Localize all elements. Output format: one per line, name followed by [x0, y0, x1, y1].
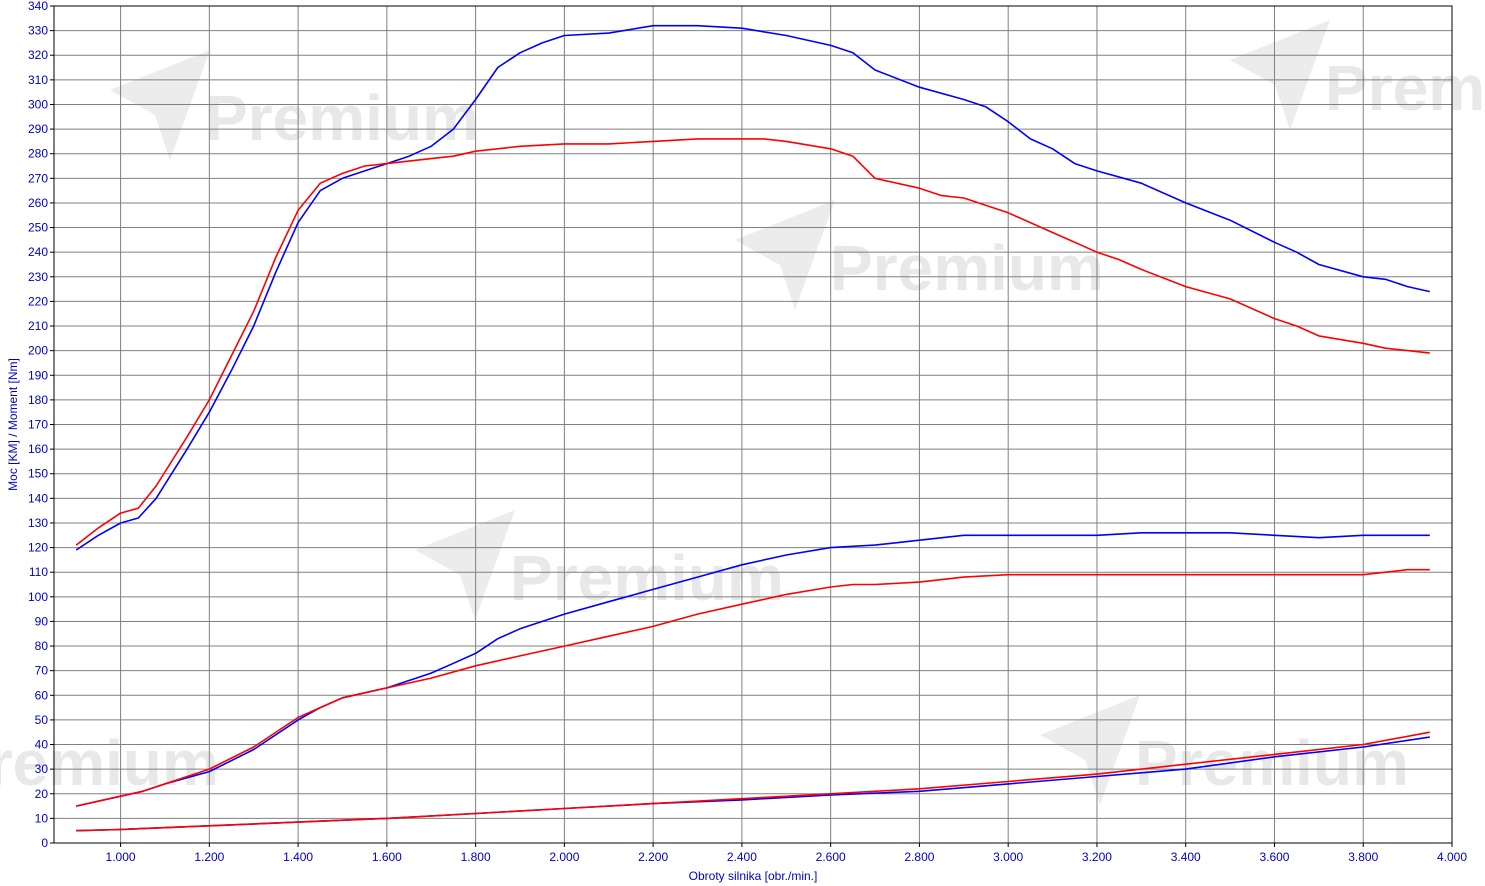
y-tick-label: 100	[28, 590, 48, 604]
y-tick-label: 80	[35, 639, 49, 653]
watermark: Premium	[110, 50, 479, 160]
x-tick-label: 1.200	[194, 850, 224, 864]
y-tick-label: 340	[28, 0, 48, 13]
y-tick-label: 90	[35, 614, 49, 628]
y-tick-label: 220	[28, 294, 48, 308]
watermark-text: Premium	[0, 727, 219, 799]
watermark: Premium	[1040, 695, 1409, 805]
triangle-logo-icon	[110, 50, 210, 160]
y-tick-label: 140	[28, 491, 48, 505]
y-tick-label: 10	[35, 811, 49, 825]
triangle-logo-icon	[1230, 20, 1330, 130]
watermark-text: Premium	[830, 232, 1104, 304]
x-tick-label: 2.400	[727, 850, 757, 864]
series-line-1	[75, 24, 1430, 551]
watermark: Premium	[0, 727, 219, 799]
y-tick-label: 190	[28, 368, 48, 382]
y-tick-label: 270	[28, 171, 48, 185]
series-line-4	[76, 568, 1430, 807]
watermark-text: Premium	[510, 542, 784, 614]
x-tick-label: 3.000	[993, 850, 1023, 864]
x-tick-label: 2.200	[638, 850, 668, 864]
x-tick-label: 3.600	[1259, 850, 1289, 864]
x-tick-label: 1.000	[106, 850, 136, 864]
y-tick-label: 280	[28, 147, 48, 161]
y-tick-label: 130	[28, 516, 48, 530]
y-tick-label: 240	[28, 245, 48, 259]
triangle-logo-icon	[1040, 695, 1140, 805]
y-tick-label: 60	[35, 688, 49, 702]
x-tick-label: 1.600	[372, 850, 402, 864]
y-tick-label: 150	[28, 467, 48, 481]
x-tick-label: 2.800	[904, 850, 934, 864]
series-layer	[75, 24, 1430, 832]
y-axis-title: Moc [KM] / Moment [Nm]	[6, 358, 20, 491]
grid-layer	[53, 5, 1453, 844]
watermark-text: Premium	[1135, 727, 1409, 799]
watermark-layer: Premium Premium Premium Premium Premium Premi…	[0, 20, 1485, 805]
y-tick-label: 260	[28, 196, 48, 210]
y-tick-label: 250	[28, 221, 48, 235]
y-tick-label: 200	[28, 344, 48, 358]
x-tick-label: 3.800	[1348, 850, 1378, 864]
y-tick-label: 50	[35, 713, 49, 727]
x-tick-label: 2.600	[816, 850, 846, 864]
y-tick-label: 210	[28, 319, 48, 333]
x-tick-label: 4.000	[1437, 850, 1467, 864]
x-tick-label: 3.200	[1082, 850, 1112, 864]
series-line-2	[75, 138, 1430, 546]
y-tick-label: 0	[41, 836, 48, 850]
y-tick-label: 290	[28, 122, 48, 136]
y-tick-label: 40	[35, 738, 49, 752]
watermark: Premium	[415, 510, 784, 620]
y-tick-label: 320	[28, 48, 48, 62]
y-tick-label: 300	[28, 97, 48, 111]
y-tick-label: 110	[29, 565, 48, 579]
x-tick-label: 1.400	[283, 850, 313, 864]
y-tick-label: 230	[28, 270, 48, 284]
y-tick-label: 120	[28, 541, 48, 555]
y-tick-label: 160	[28, 442, 48, 456]
y-tick-label: 330	[28, 24, 48, 38]
x-tick-label: 2.000	[549, 850, 579, 864]
y-tick-label: 70	[35, 664, 49, 678]
watermark-text: Premium	[205, 82, 479, 154]
series-line-6	[76, 731, 1430, 832]
y-tick-label: 20	[35, 787, 49, 801]
series-line-3	[76, 532, 1430, 807]
triangle-logo-icon	[735, 200, 835, 310]
x-axis-title: Obroty silnika [obr./min.]	[689, 869, 818, 883]
y-tick-label: 180	[28, 393, 48, 407]
watermark: Premium	[1230, 20, 1485, 130]
y-tick-label: 310	[28, 73, 48, 87]
triangle-logo-icon	[415, 510, 515, 620]
y-tick-label: 170	[28, 418, 48, 432]
axis-layer: 0 10 20 30 40 50 60 70 80 90 100 110 120 130 140 150 160…	[28, 0, 1467, 864]
watermark-text: Premium	[1325, 52, 1485, 124]
x-tick-label: 1.800	[461, 850, 491, 864]
x-tick-label: 3.400	[1171, 850, 1201, 864]
y-tick-label: 30	[35, 762, 49, 776]
